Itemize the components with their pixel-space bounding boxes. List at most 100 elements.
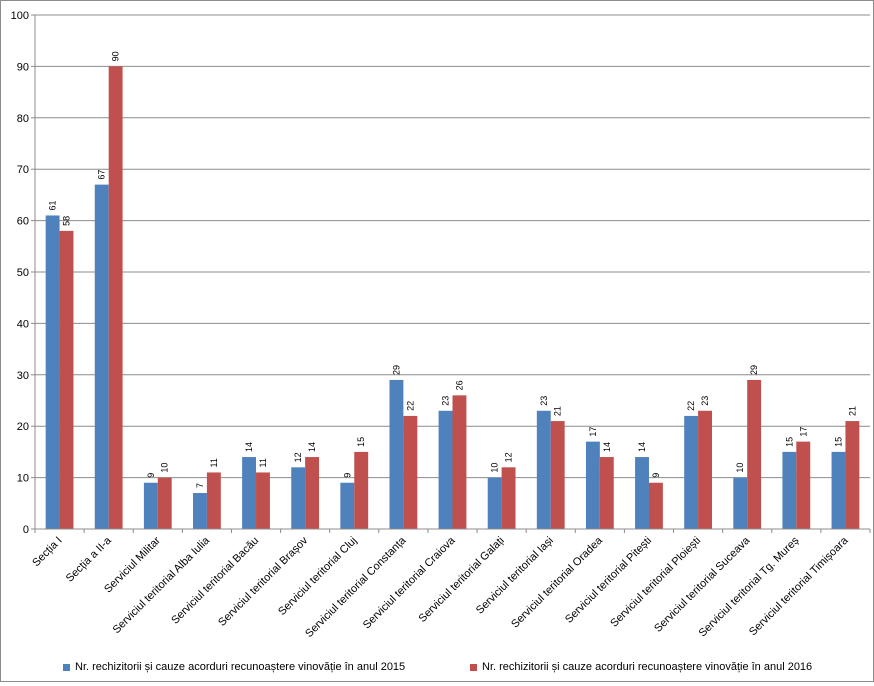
legend-item-2016: Nr. rechizitorii și cauze acorduri recun…: [470, 661, 812, 673]
data-label: 10: [490, 463, 500, 473]
x-tick-label: Serviciul teritorial Constanța: [303, 534, 409, 640]
y-tick-label: 30: [17, 370, 29, 382]
data-label: 12: [293, 452, 303, 462]
data-label: 23: [539, 396, 549, 406]
data-label: 22: [686, 401, 696, 411]
y-tick-label: 100: [11, 10, 29, 22]
data-label: 22: [405, 401, 415, 411]
y-tick-label: 90: [17, 61, 29, 73]
bars: [45, 66, 860, 530]
bar-2016: [796, 441, 811, 529]
bar-2015: [193, 493, 207, 529]
data-label: 14: [602, 442, 612, 452]
y-tick-label: 50: [17, 267, 29, 279]
x-tick-label: Serviciul teritorial Timișoara: [747, 534, 851, 638]
bar-2016: [157, 477, 172, 529]
x-tick-label: Serviciul teritorial Oradea: [509, 534, 605, 630]
data-label: 67: [97, 170, 107, 180]
data-label: 21: [553, 406, 563, 416]
data-label: 21: [847, 406, 857, 416]
data-label: 14: [307, 442, 317, 452]
data-label: 15: [784, 437, 794, 447]
data-labels: 6158679091071114111214915292223261012232…: [48, 51, 858, 488]
gridlines: [35, 14, 870, 479]
data-label: 61: [48, 200, 58, 210]
data-label: 12: [504, 452, 514, 462]
legend-swatch-2016: [470, 663, 477, 671]
bar-2015: [291, 467, 306, 529]
bar-2015: [45, 215, 60, 529]
bar-2016: [648, 482, 663, 529]
bar-2015: [340, 482, 355, 529]
legend-item-2015: Nr. rechizitorii și cauze acorduri recun…: [63, 661, 405, 673]
x-tick-label: Serviciul teritorial Galați: [417, 535, 507, 625]
y-tick-label: 70: [17, 164, 29, 176]
data-label: 15: [833, 437, 843, 447]
axes: [31, 14, 871, 533]
bar-2016: [747, 379, 762, 529]
bar-2016: [305, 457, 320, 529]
data-label: 23: [441, 396, 451, 406]
data-label: 58: [62, 216, 72, 226]
data-label: 11: [209, 458, 219, 467]
bar-2015: [487, 477, 502, 529]
y-tick-label: 20: [17, 421, 29, 433]
bar-2015: [635, 457, 649, 529]
bar-2015: [684, 415, 699, 529]
bar-2015: [242, 457, 257, 529]
bar-2015: [438, 410, 453, 529]
bar-2015: [831, 451, 846, 529]
legend-swatch-2015: [63, 663, 70, 671]
data-label: 15: [356, 437, 366, 447]
bar-2016: [354, 451, 369, 529]
data-label: 9: [342, 473, 352, 478]
y-tick-label: 40: [17, 318, 29, 330]
bar-2016: [206, 472, 221, 529]
x-tick-label: Serviciul teritorial Ploiești: [608, 535, 703, 630]
bar-2015: [782, 451, 797, 529]
data-label: 10: [735, 463, 745, 473]
x-tick-label: Serviciul teritorial Craiova: [361, 534, 458, 631]
bar-2016: [698, 410, 712, 529]
bar-2016: [845, 421, 860, 529]
y-tick-label: 60: [17, 216, 29, 228]
x-tick-label: Serviciul teritorial Pitești: [563, 535, 654, 626]
bar-2016: [452, 395, 467, 529]
data-label: 14: [244, 442, 254, 452]
bar-2015: [585, 441, 600, 529]
bar-2016: [501, 467, 516, 529]
x-tick-label: Serviciul teritorial Tg. Mureș: [697, 534, 802, 639]
x-tick-label: Serviciul teritorial Suceava: [652, 534, 753, 635]
bar-2016: [550, 421, 565, 529]
x-tick-label: Serviciul teritorial Bacău: [169, 535, 261, 627]
bar-2015: [94, 184, 109, 529]
data-label: 26: [454, 380, 464, 390]
x-tick-label: Secția a II-a: [64, 534, 115, 585]
data-label: 9: [146, 473, 156, 478]
x-tick-label: Serviciul teritorial Brașov: [216, 534, 310, 628]
bar-2015: [733, 477, 748, 529]
data-label: 17: [588, 427, 598, 437]
bar-2015: [389, 379, 404, 529]
data-label: 11: [258, 458, 268, 467]
bar-2016: [59, 230, 74, 529]
bar-2016: [599, 457, 614, 529]
bar-2016: [403, 415, 418, 529]
data-label: 10: [160, 463, 170, 473]
bar-2016: [108, 66, 123, 530]
y-axis-ticks: 0 10 20 30 40 50 60 70 80 90 100: [11, 10, 29, 536]
data-label: 23: [700, 396, 710, 406]
y-tick-label: 0: [23, 524, 29, 536]
y-tick-label: 10: [17, 473, 29, 485]
data-label: 90: [111, 51, 121, 61]
x-tick-label: Serviciul teritorial Alba Iulia: [111, 534, 213, 636]
bar-2015: [143, 482, 158, 529]
legend-label-2016: Nr. rechizitorii și cauze acorduri recun…: [482, 661, 813, 673]
data-label: 14: [637, 442, 647, 452]
x-tick-label: Secția I: [30, 535, 64, 569]
data-label: 17: [798, 427, 808, 437]
y-tick-label: 80: [17, 113, 29, 125]
bar-2016: [256, 472, 270, 529]
data-label: 29: [391, 365, 401, 375]
